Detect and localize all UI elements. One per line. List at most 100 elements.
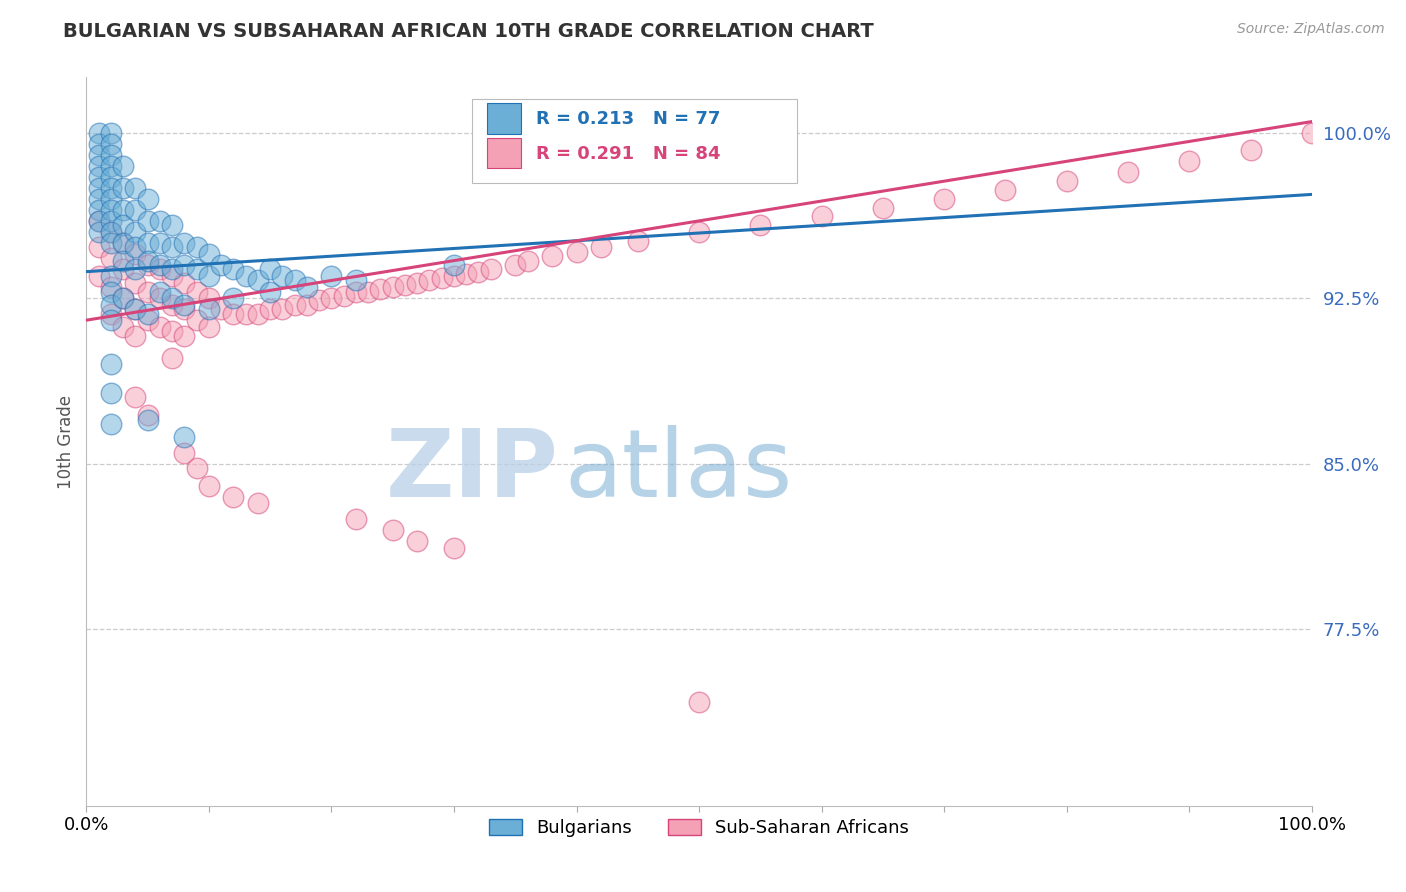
Point xyxy=(198,479,221,493)
Point xyxy=(222,307,245,321)
Point xyxy=(344,273,367,287)
Point xyxy=(136,258,159,272)
Point xyxy=(124,302,146,317)
FancyBboxPatch shape xyxy=(486,103,522,134)
Point xyxy=(100,202,122,217)
Point xyxy=(173,276,195,290)
Point xyxy=(332,289,354,303)
Point xyxy=(406,276,429,290)
Point xyxy=(100,159,122,173)
Point xyxy=(112,202,135,217)
Point xyxy=(124,262,146,277)
Point xyxy=(87,169,110,184)
Point xyxy=(173,328,195,343)
Point xyxy=(112,219,135,233)
Text: R = 0.213   N = 77: R = 0.213 N = 77 xyxy=(536,110,720,128)
Point xyxy=(124,202,146,217)
Point xyxy=(160,262,183,277)
Point xyxy=(100,225,122,239)
Point xyxy=(112,181,135,195)
Point xyxy=(100,214,122,228)
Point xyxy=(246,273,269,287)
Point xyxy=(749,219,772,233)
Point xyxy=(443,541,465,555)
Point xyxy=(872,201,894,215)
Point xyxy=(198,302,221,317)
Point xyxy=(381,280,404,294)
Point xyxy=(186,285,208,299)
Point xyxy=(627,234,650,248)
Point xyxy=(271,302,294,317)
Point xyxy=(136,412,159,426)
Point xyxy=(100,126,122,140)
Text: ZIP: ZIP xyxy=(385,425,558,516)
Point xyxy=(100,386,122,401)
Point xyxy=(160,351,183,365)
Point xyxy=(222,490,245,504)
Point xyxy=(87,225,110,239)
Text: R = 0.291   N = 84: R = 0.291 N = 84 xyxy=(536,145,721,163)
Point xyxy=(688,695,710,709)
Y-axis label: 10th Grade: 10th Grade xyxy=(58,394,75,489)
Point xyxy=(124,391,146,405)
Point xyxy=(160,291,183,305)
Point xyxy=(173,258,195,272)
Point xyxy=(1056,174,1078,188)
Point xyxy=(100,313,122,327)
Point xyxy=(87,268,110,283)
Point xyxy=(1301,126,1323,140)
Point xyxy=(295,280,318,294)
Point xyxy=(100,235,122,250)
Point xyxy=(149,262,172,277)
Point xyxy=(124,276,146,290)
Point xyxy=(136,313,159,327)
Point xyxy=(160,240,183,254)
Point xyxy=(321,291,343,305)
Point xyxy=(87,147,110,161)
Point xyxy=(124,328,146,343)
Point xyxy=(565,244,588,259)
Point xyxy=(516,253,538,268)
Point xyxy=(100,136,122,151)
Point xyxy=(124,247,146,261)
Point xyxy=(430,271,453,285)
Point xyxy=(100,417,122,431)
Point xyxy=(149,235,172,250)
Point xyxy=(112,235,135,250)
Point xyxy=(149,291,172,305)
Point xyxy=(173,430,195,444)
Point xyxy=(124,240,146,254)
Point xyxy=(100,252,122,266)
Point xyxy=(186,313,208,327)
Point xyxy=(136,307,159,321)
Point xyxy=(136,253,159,268)
Point xyxy=(112,291,135,305)
Point xyxy=(295,298,318,312)
Point xyxy=(222,291,245,305)
FancyBboxPatch shape xyxy=(486,138,522,169)
Point xyxy=(235,268,257,283)
Point xyxy=(381,523,404,537)
Point xyxy=(87,214,110,228)
Point xyxy=(149,258,172,272)
Point xyxy=(100,181,122,195)
Point xyxy=(160,324,183,338)
Point xyxy=(344,512,367,526)
Point xyxy=(160,268,183,283)
Point xyxy=(810,210,832,224)
Point xyxy=(124,225,146,239)
Point xyxy=(100,147,122,161)
Point xyxy=(357,285,380,299)
Point xyxy=(160,298,183,312)
Point xyxy=(222,262,245,277)
Point xyxy=(100,357,122,371)
Point xyxy=(87,214,110,228)
Point xyxy=(1116,165,1139,179)
Point xyxy=(246,307,269,321)
Point xyxy=(173,445,195,459)
Point xyxy=(112,159,135,173)
Point xyxy=(149,214,172,228)
Point xyxy=(100,298,122,312)
Point xyxy=(87,192,110,206)
Point xyxy=(443,258,465,272)
